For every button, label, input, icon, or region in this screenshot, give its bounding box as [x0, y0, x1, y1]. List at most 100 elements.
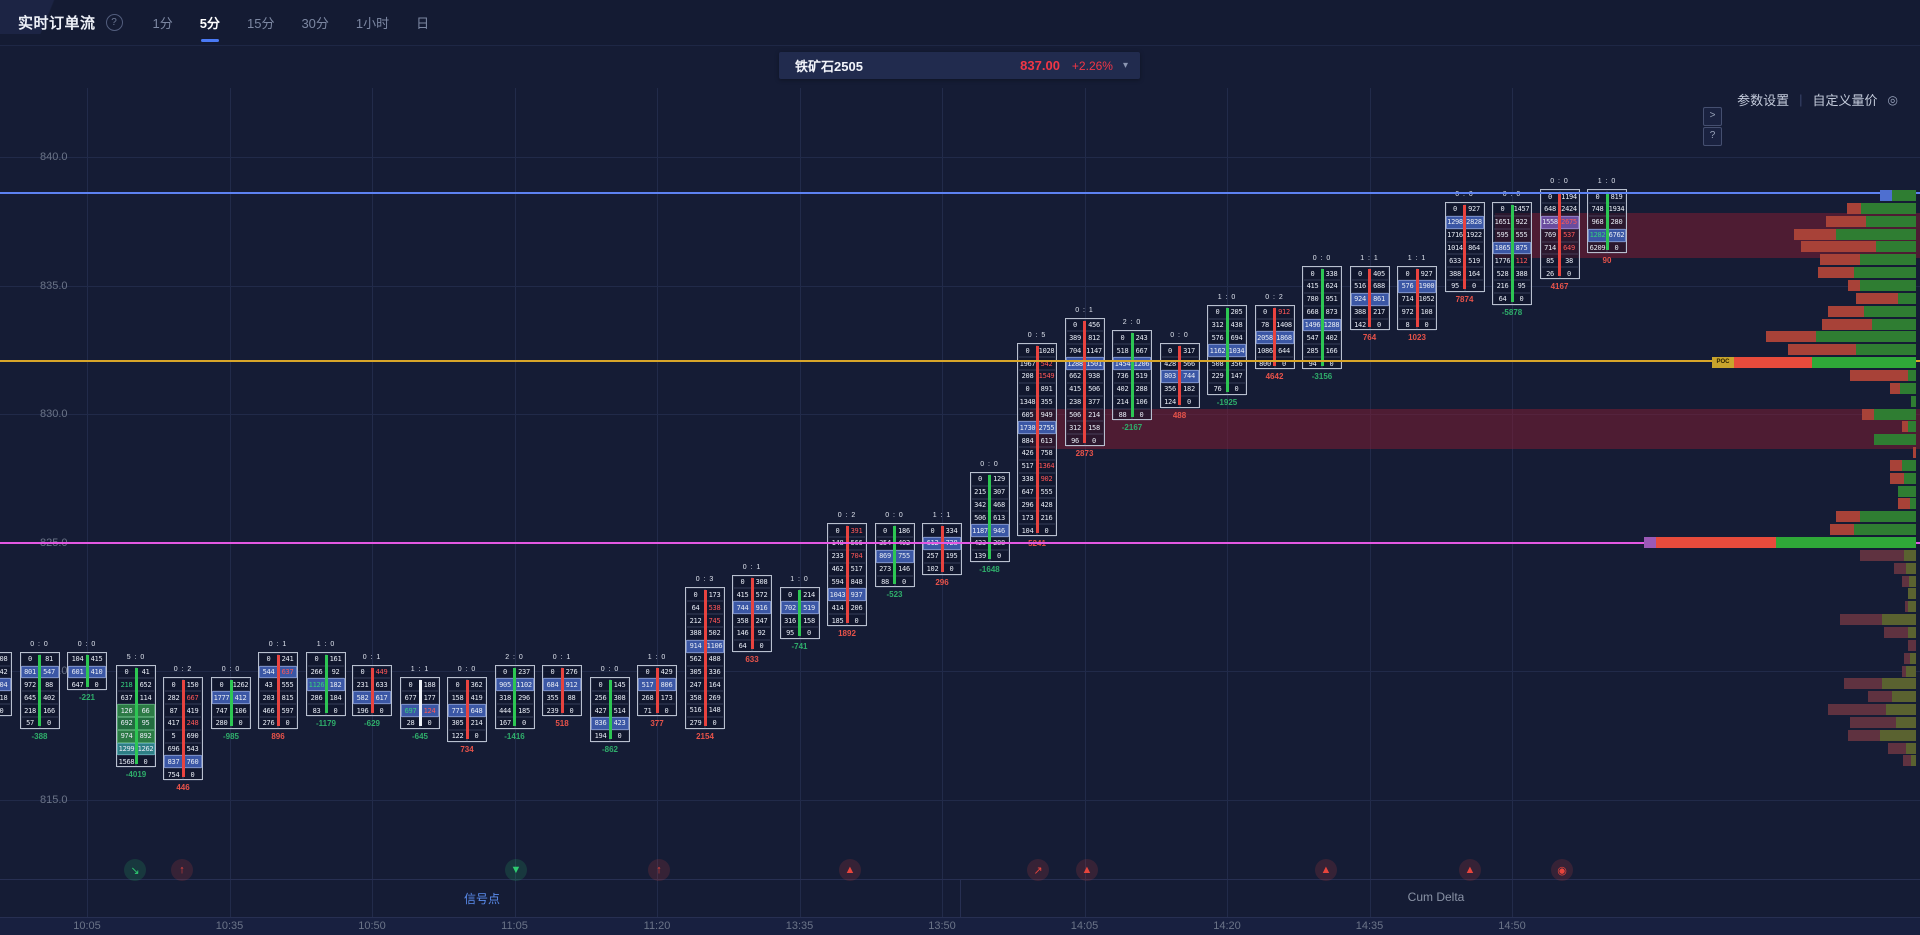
instrument-selector[interactable]: 铁矿石2505 837.00 +2.26% ▾	[779, 52, 1140, 79]
ask-cell: 0	[1227, 382, 1246, 396]
bid-cell: 605	[1018, 408, 1037, 422]
signal-triangle-up[interactable]: ▲	[839, 859, 861, 881]
bid-cell: 1187	[970, 524, 990, 538]
candle-delta-label: -2167	[1121, 423, 1143, 433]
signal-panel-label[interactable]: 信号点	[463, 892, 501, 906]
ask-cell: 6762	[1607, 228, 1626, 242]
footprint-candle: 0186354402869755273146880	[874, 523, 915, 589]
ask-cell: 296	[514, 691, 534, 705]
candle-imbalance-header: 0 : 3	[695, 576, 715, 584]
bid-cell: 0	[117, 665, 136, 679]
ask-cell: 543	[183, 742, 202, 756]
ask-cell: 410	[87, 665, 106, 679]
signal-arrow-upright[interactable]: ↗	[1027, 859, 1049, 881]
candle-direction-line	[1035, 346, 1039, 534]
ask-cell: 81	[39, 652, 59, 666]
volume-profile-sell-bar	[1828, 305, 1864, 317]
price-axis-label: 815.0	[40, 793, 68, 806]
signal-arrow-up[interactable]: ↑	[171, 859, 193, 881]
candle-direction-line	[1463, 204, 1466, 289]
ask-cell: 317	[1179, 344, 1199, 358]
signal-triangle-up[interactable]: ▲	[1315, 859, 1337, 881]
ask-cell: 92	[326, 665, 345, 679]
candle-imbalance-header: 0 : 0	[1170, 332, 1189, 340]
bid-cell: 402	[1113, 382, 1132, 396]
tab-timeframe-日[interactable]: 日	[416, 16, 430, 31]
instrument-price: 837.00	[1020, 58, 1060, 73]
bid-cell: 96	[1065, 434, 1085, 448]
ask-cell: 690	[183, 729, 202, 743]
candle-delta-label: -523	[886, 590, 903, 600]
bid-ask-row: 601 410	[68, 665, 106, 679]
ask-cell: 362	[467, 678, 486, 692]
tab-timeframe-5分[interactable]: 5分	[200, 13, 220, 42]
ask-cell: 415	[87, 652, 106, 666]
volume-profile-buy-bar	[1904, 472, 1916, 484]
footprint-candle: 0 205 312 438 576 694 1162 1034 508 356 229 147 76 0	[1207, 304, 1247, 396]
volume-profile-buy-bar	[1864, 305, 1916, 317]
signal-triangle-up[interactable]: ▲	[1076, 859, 1098, 881]
bid-cell: 869	[875, 549, 895, 563]
ask-cell: 95	[1512, 280, 1531, 293]
ask-cell: 0	[799, 627, 819, 640]
volume-profile-buy-bar	[1908, 588, 1916, 600]
candle-imbalance-header: 0 : 2	[1265, 293, 1284, 301]
bid-ask-row: 836 423	[591, 716, 629, 730]
bid-cell: 1126	[307, 678, 326, 692]
signal-dot-circle[interactable]: ◉	[1551, 859, 1573, 881]
candle-delta-label: -3156	[1311, 372, 1333, 382]
ask-cell: 744	[1179, 370, 1199, 383]
chevron-down-icon[interactable]: ▾	[1122, 60, 1128, 71]
volume-profile-buy-bar	[1904, 549, 1916, 561]
bid-cell: 64	[1493, 292, 1512, 306]
ask-cell: 182	[326, 678, 345, 692]
tab-timeframe-1分[interactable]: 1分	[152, 16, 173, 31]
candle-direction-line	[418, 680, 422, 726]
target-icon[interactable]: ◎	[1887, 92, 1898, 107]
vertical-gridline	[1512, 88, 1513, 917]
footprint-candle: 0 927 576 1900 714 1052 972 108 8 0	[1397, 266, 1437, 332]
volume-profile-buy-bar	[1874, 408, 1916, 420]
vertical-gridline	[1369, 88, 1371, 917]
ask-cell: 537	[1559, 228, 1579, 242]
bid-ask-row: 1496 1288	[1303, 318, 1341, 332]
settings-link[interactable]: 参数设置	[1737, 93, 1790, 108]
candle-imbalance-header: 0 : 1	[268, 640, 288, 648]
footprint-candle: 0 1194 648 2424 1558 2675 769 537 714 649 85 38 26 0	[1539, 189, 1580, 281]
ask-cell: 205	[1227, 305, 1246, 319]
bid-cell: 692	[117, 716, 136, 730]
volume-profile-buy-bar	[1886, 704, 1916, 716]
volume-profile-buy-bar	[1880, 729, 1916, 741]
ask-cell: 0	[752, 639, 771, 653]
custom-volume-price-link[interactable]: 自定义量价	[1812, 93, 1878, 108]
signal-arrow-up[interactable]: ↑	[648, 859, 670, 881]
ask-cell: 391	[847, 524, 866, 538]
volume-profile-buy-bar	[1898, 292, 1916, 304]
volume-profile-buy-bar	[1872, 318, 1916, 330]
ask-cell: 161	[326, 652, 345, 666]
ask-cell: 208	[0, 652, 11, 666]
collapse-panel-button[interactable]: >	[1703, 107, 1722, 126]
ask-cell: 388	[1512, 267, 1531, 281]
bid-cell: 637	[117, 691, 136, 705]
footprint-candle: 0 317 428 566 803 744 356 182 124 0	[1159, 343, 1200, 409]
panel-help-button[interactable]: ?	[1703, 127, 1722, 146]
help-icon[interactable]: ?	[105, 14, 123, 31]
tab-timeframe-15分[interactable]: 15分	[246, 16, 275, 31]
candle-delta-label: -741	[791, 641, 808, 651]
bid-cell: 0	[638, 665, 657, 679]
bid-cell: 83	[307, 704, 326, 717]
tab-timeframe-1小时[interactable]: 1小时	[355, 16, 390, 31]
volume-profile-buy-bar	[1874, 434, 1916, 446]
footprint-candle: 0 214 702 519 316 158 95 0	[779, 587, 820, 640]
tab-timeframe-30分[interactable]: 30分	[301, 16, 329, 31]
signal-triangle-down[interactable]: ▼	[505, 859, 527, 881]
ask-cell: 214	[1084, 408, 1104, 422]
signal-triangle-up[interactable]: ▲	[1459, 859, 1481, 881]
signal-cursor-down[interactable]: ↘	[124, 859, 146, 881]
volume-profile-sell-bar	[1902, 421, 1908, 433]
ask-cell: 88	[39, 678, 59, 692]
bid-cell: 0	[828, 524, 847, 538]
ask-cell: 184	[326, 691, 345, 705]
